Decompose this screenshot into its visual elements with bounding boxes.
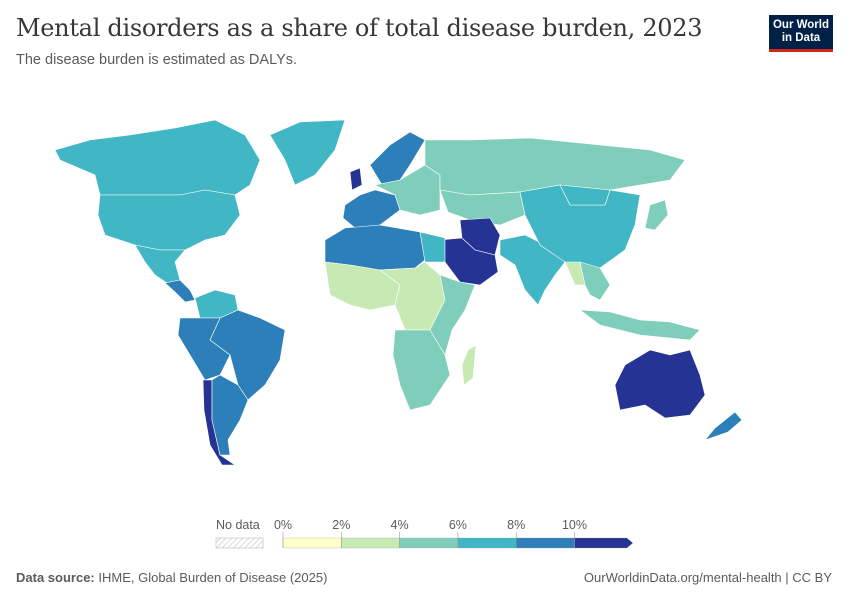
- data-source-label: Data source:: [16, 570, 95, 585]
- region-argentina[interactable]: Argentina: 9%: [211, 374, 249, 456]
- subtitle: The disease burden is estimated as DALYs…: [16, 52, 298, 68]
- region-united-kingdom[interactable]: United Kingdom: 10.5%: [349, 167, 363, 191]
- region-peru-bolivia[interactable]: Peru/Bolivia: 9%: [177, 317, 231, 381]
- region-mongolia[interactable]: Mongolia: 6.5%: [559, 184, 611, 206]
- legend-swatch-1[interactable]: [341, 537, 400, 549]
- region-australia[interactable]: Australia: 10.5%: [614, 349, 706, 419]
- region-central-america[interactable]: Central America: 8.5%: [164, 279, 196, 303]
- region-east-africa[interactable]: East Africa: 5%: [429, 274, 476, 356]
- legend-swatch-5[interactable]: [574, 537, 634, 549]
- region-madagascar[interactable]: Madagascar: 3%: [461, 344, 477, 386]
- legend-swatch-2[interactable]: [399, 537, 459, 549]
- legend-tick-label: 4%: [391, 518, 409, 532]
- page-title: Mental disorders as a share of total dis…: [16, 14, 703, 42]
- region-greenland[interactable]: Greenland: 7%: [269, 119, 346, 186]
- region-indonesia[interactable]: Indonesia: 5%: [579, 309, 701, 341]
- legend-tick-label: 6%: [449, 518, 467, 532]
- legend-tick-label: 8%: [507, 518, 525, 532]
- legend-tick-label: 2%: [332, 518, 350, 532]
- region-central-asia[interactable]: Central Asia: 5%: [439, 189, 526, 226]
- region-western-europe[interactable]: Western Europe: 8.5%: [342, 189, 401, 229]
- region-mexico[interactable]: Mexico: 7%: [134, 244, 186, 286]
- region-canada[interactable]: Canada: 7%: [54, 119, 261, 196]
- legend-no-data-label: No data: [216, 518, 260, 532]
- data-source-text: IHME, Global Burden of Disease (2025): [98, 570, 328, 585]
- legend-tick-label: 0%: [274, 518, 292, 532]
- region-eastern-europe[interactable]: Eastern Europe: 5%: [374, 164, 441, 216]
- region-egypt[interactable]: Egypt: 7%: [419, 231, 446, 263]
- region-new-zealand[interactable]: New Zealand: 9%: [704, 411, 743, 441]
- region-japan[interactable]: Japan: 5%: [644, 199, 669, 231]
- data-source: Data source: IHME, Global Burden of Dise…: [16, 570, 327, 585]
- legend-swatch-3[interactable]: [457, 537, 517, 549]
- source-link[interactable]: OurWorldinData.org/mental-health | CC BY: [583, 570, 832, 585]
- legend-swatch-4[interactable]: [516, 537, 575, 549]
- legend-swatch-0[interactable]: [282, 537, 342, 549]
- owid-logo[interactable]: Our World in Data: [769, 15, 833, 52]
- legend-tick-label: 10%: [562, 518, 587, 532]
- region-united-states[interactable]: United States: 7%: [97, 189, 241, 251]
- region-north-africa[interactable]: North Africa: 8.5%: [324, 224, 426, 271]
- region-southeast-asia[interactable]: Southeast Asia: 5%: [579, 261, 611, 301]
- region-southern-africa[interactable]: Southern Africa: 5%: [392, 329, 451, 411]
- legend: No data 0% 2% 4% 6% 8% 10%: [215, 518, 634, 549]
- legend-no-data-swatch: [215, 537, 264, 549]
- region-saudi-arabia[interactable]: Saudi Arabia: 10.5%: [439, 237, 499, 286]
- region-russia[interactable]: Russia: 5%: [424, 137, 686, 196]
